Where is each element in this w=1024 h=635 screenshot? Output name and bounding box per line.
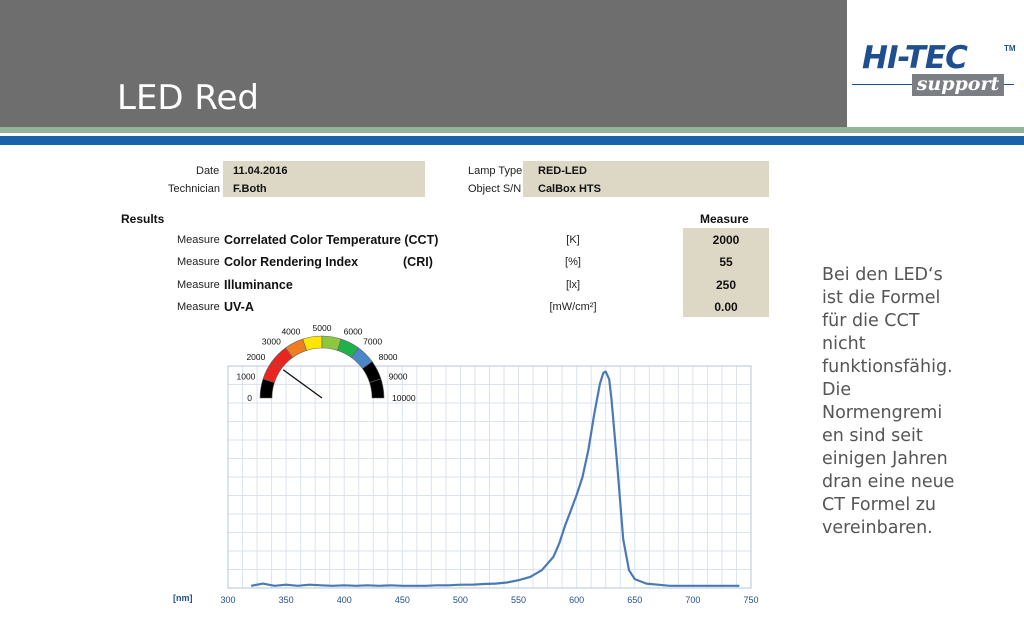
gauge-tick-4000: 4000 — [281, 326, 300, 336]
gauge-segment-9 — [369, 378, 385, 399]
gauge-tick-7000: 7000 — [363, 336, 382, 346]
logo-trademark: TM — [1004, 44, 1016, 53]
plot-frame — [227, 365, 752, 589]
note-text: Bei den LED‘s ist die Formel für die CCT… — [822, 265, 955, 538]
series-line-spectrum — [250, 370, 740, 587]
measure-value-cct: 2000 — [712, 233, 740, 247]
gauge-tick-2000: 2000 — [246, 352, 265, 362]
date-label: Date — [196, 165, 220, 177]
x-tick-label-550: 550 — [511, 595, 526, 605]
measure-abbr-cri: (CRI) — [403, 255, 433, 269]
divider-gap — [0, 133, 1024, 136]
measure-values-cell — [683, 228, 769, 317]
x-tick-label-350: 350 — [279, 595, 294, 605]
technician-value: F.Both — [233, 183, 267, 195]
gauge-tick-9000: 9000 — [389, 371, 408, 381]
chart-grid — [227, 365, 752, 589]
gauge-tick-10000: 10000 — [392, 393, 416, 403]
technician-cell — [223, 179, 425, 197]
x-tick-label-500: 500 — [453, 595, 468, 605]
gauge-tick-8000: 8000 — [379, 352, 398, 362]
object-sn-value: CalBox HTS — [538, 183, 601, 195]
measure-name-cct: Correlated Color Temperature (CCT) — [224, 233, 439, 247]
measure-name-cri: Color Rendering Index — [224, 255, 359, 269]
lamp-type-value: RED-LED — [538, 165, 587, 177]
divider-blue — [0, 136, 1024, 145]
object-sn-label: Object S/N — [468, 183, 522, 195]
object-sn-cell — [523, 179, 769, 197]
measure-unit-cct: [K] — [566, 234, 580, 246]
measure-unit-illuminance: [lx] — [565, 279, 581, 291]
gauge-tick-0: 0 — [247, 393, 252, 403]
measure-label-uva: Measure — [177, 301, 220, 313]
measure-label-cri: Measure — [177, 256, 220, 268]
measure-unit-cri: [%] — [565, 256, 581, 268]
page-title: LED Red — [117, 78, 260, 118]
date-cell — [223, 161, 425, 179]
measure-name-illuminance: Illuminance — [224, 278, 293, 292]
divider-green — [0, 127, 1024, 133]
gauge-tick-6000: 6000 — [344, 326, 363, 336]
x-tick-label-600: 600 — [569, 595, 584, 605]
measure-value-illuminance: 250 — [715, 278, 737, 292]
title-bar — [0, 0, 847, 127]
x-axis-label: [nm] — [173, 593, 193, 603]
x-tick-label-650: 650 — [627, 595, 642, 605]
x-tick-label-750: 750 — [743, 595, 758, 605]
technician-label: Technician — [168, 183, 220, 195]
measure-label-illuminance: Measure — [177, 279, 220, 291]
x-tick-label-400: 400 — [337, 595, 352, 605]
gauge-segment-4 — [302, 335, 323, 351]
date-value: 11.04.2016 — [233, 165, 288, 177]
results-heading: Results — [121, 212, 165, 226]
x-tick-labels: 300 350 400 450 500 550 600 650 700 750 — [220, 595, 758, 605]
logo — [847, 0, 1024, 127]
gauge-tick-1000: 1000 — [237, 371, 256, 381]
measure-heading: Measure — [700, 212, 749, 226]
logo-sub-text: support — [912, 74, 1004, 96]
measure-value-cri: 55 — [719, 255, 733, 269]
measure-label-cct: Measure — [177, 234, 220, 246]
x-tick-label-300: 300 — [220, 595, 235, 605]
measure-value-uva: 0.00 — [714, 300, 738, 314]
lamp-type-cell — [523, 161, 769, 179]
gauge-needle — [282, 369, 323, 399]
lamp-type-label: Lamp Type — [468, 165, 523, 177]
gauge-tick-3000: 3000 — [262, 336, 281, 346]
x-tick-label-700: 700 — [685, 595, 700, 605]
logo-main-text: HI-TEC — [862, 40, 968, 76]
x-tick-label-450: 450 — [395, 595, 410, 605]
gauge-tick-5000: 5000 — [313, 323, 332, 333]
measure-name-uva: UV-A — [224, 300, 254, 314]
measure-unit-uva: [mW/cm²] — [549, 301, 597, 313]
